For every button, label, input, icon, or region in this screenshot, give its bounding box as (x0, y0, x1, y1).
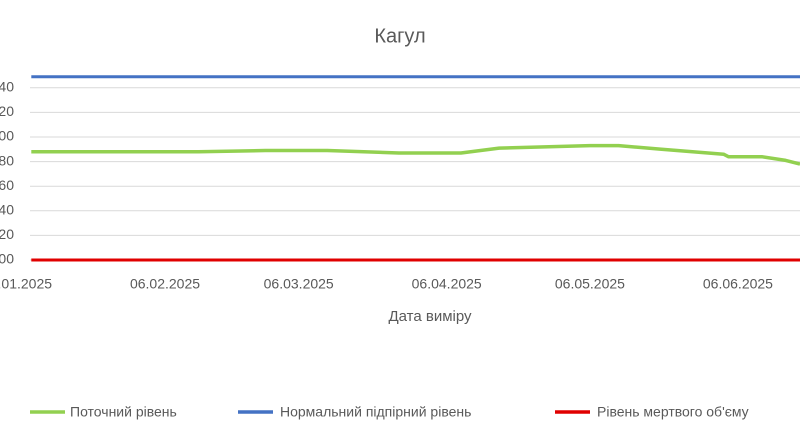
series-line (31, 143, 800, 166)
x-tick-label: 06.02.2025 (130, 276, 200, 292)
x-tick-label: 06.04.2025 (412, 276, 482, 292)
legend-label: Поточний рівень (70, 404, 177, 420)
x-tick-label: 06.05.2025 (555, 276, 625, 292)
legend-label: Нормальний підпірний рівень (280, 404, 471, 420)
x-tick-label: 06.03.2025 (264, 276, 334, 292)
y-tick-label: 80 (0, 152, 14, 168)
y-tick-label: 40 (0, 202, 14, 218)
y-tick-label: 60 (0, 177, 14, 193)
y-tick-label: 40 (0, 79, 14, 95)
y-tick-label: 20 (0, 103, 14, 119)
x-tick-label: 06.06.2025 (703, 276, 773, 292)
y-tick-label: 00 (0, 251, 14, 267)
y-tick-label: 00 (0, 128, 14, 144)
chart-title: Кагул (374, 25, 425, 47)
x-axis-label: Дата виміру (388, 308, 472, 325)
x-tick-label: 06.01.2025 (0, 276, 52, 292)
legend-label: Рівень мертвого об'єму (597, 404, 749, 420)
y-tick-label: 20 (0, 226, 14, 242)
